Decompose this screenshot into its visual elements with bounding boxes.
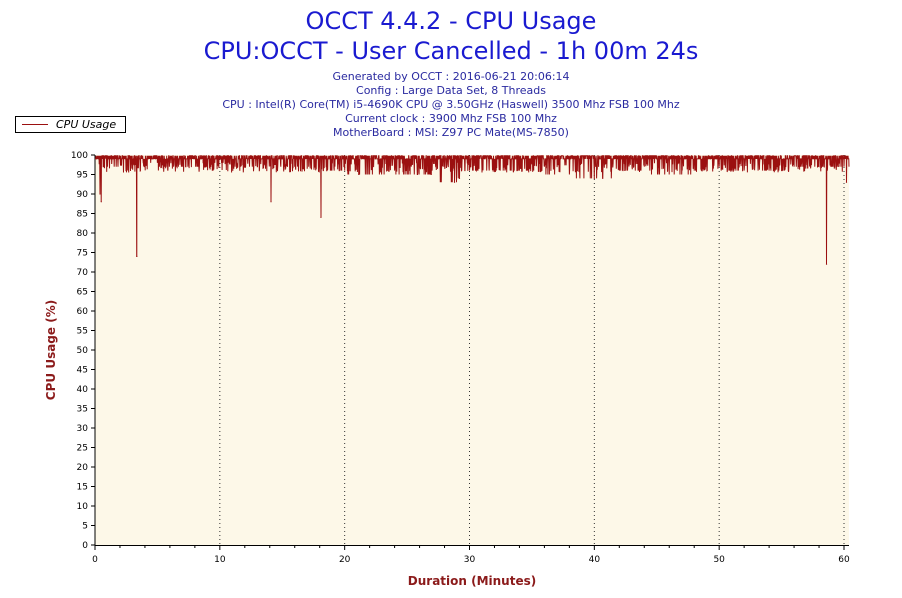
y-tick-label: 85 [77, 210, 88, 220]
data-point-dip [845, 181, 848, 183]
y-tick-label: 0 [82, 541, 88, 551]
x-tick-label: 30 [464, 555, 476, 565]
data-point-dip [99, 193, 101, 195]
x-ticks: 0 10 20 30 40 50 60 [92, 545, 850, 565]
info-cpu: CPU : Intel(R) Core(TM) i5-4690K CPU @ 3… [222, 98, 680, 111]
x-tick-label: 20 [339, 555, 351, 565]
y-tick-label: 50 [77, 346, 89, 356]
grid-lines [219, 155, 845, 545]
series-group [95, 155, 850, 265]
data-point-dip [320, 216, 322, 218]
x-tick-label: 50 [713, 555, 725, 565]
data-point-dip [593, 177, 595, 179]
y-axis-label: CPU Usage (%) [44, 300, 58, 400]
y-tick-label: 25 [77, 444, 88, 454]
y-tick-label: 45 [77, 366, 88, 376]
info-motherboard: MotherBoard : MSI: Z97 PC Mate(MS-7850) [333, 126, 569, 139]
y-tick-label: 95 [77, 171, 88, 181]
y-tick-label: 55 [77, 327, 88, 337]
y-tick-label: 20 [77, 463, 89, 473]
data-point-dip [458, 177, 461, 179]
y-tick-label: 30 [77, 424, 89, 434]
plot-area [95, 155, 849, 545]
data-point-dip [453, 181, 456, 183]
x-tick-label: 0 [92, 555, 98, 565]
legend: CPU Usage [15, 116, 126, 133]
x-tick-label: 10 [214, 555, 226, 565]
y-tick-label: 80 [77, 229, 89, 239]
y-tick-label: 15 [77, 483, 88, 493]
y-tick-label: 40 [77, 385, 89, 395]
chart-title: OCCT 4.4.2 - CPU Usage [305, 7, 597, 35]
info-config: Config : Large Data Set, 8 Threads [356, 84, 546, 97]
y-tick-label: 65 [77, 288, 88, 298]
chart-subtitle: CPU:OCCT - User Cancelled - 1h 00m 24s [203, 37, 699, 65]
series-line-cpu-usage [95, 155, 850, 265]
y-tick-label: 5 [82, 522, 88, 532]
y-tick-label: 75 [77, 249, 88, 259]
data-point-dip [100, 201, 102, 203]
y-tick-label: 60 [77, 307, 89, 317]
y-tick-label: 100 [71, 151, 88, 161]
y-tick-label: 90 [77, 190, 89, 200]
info-generated: Generated by OCCT : 2016-06-21 20:06:14 [332, 70, 570, 83]
y-tick-label: 70 [77, 268, 89, 278]
x-tick-label: 60 [838, 555, 850, 565]
y-tick-label: 10 [77, 502, 89, 512]
legend-swatch [22, 124, 48, 125]
x-tick-label: 40 [589, 555, 601, 565]
y-ticks: 0 5 10 15 20 25 30 35 40 45 50 55 60 65 70 75 80 85 90 95 10… [71, 151, 95, 551]
y-tick-label: 35 [77, 405, 88, 415]
data-point-dip [270, 201, 272, 203]
data-point-dip [825, 263, 828, 265]
info-clock: Current clock : 3900 Mhz FSB 100 Mhz [345, 112, 557, 125]
data-point-dip [136, 255, 138, 257]
x-axis-label: Duration (Minutes) [408, 574, 536, 588]
legend-label: CPU Usage [56, 118, 117, 131]
